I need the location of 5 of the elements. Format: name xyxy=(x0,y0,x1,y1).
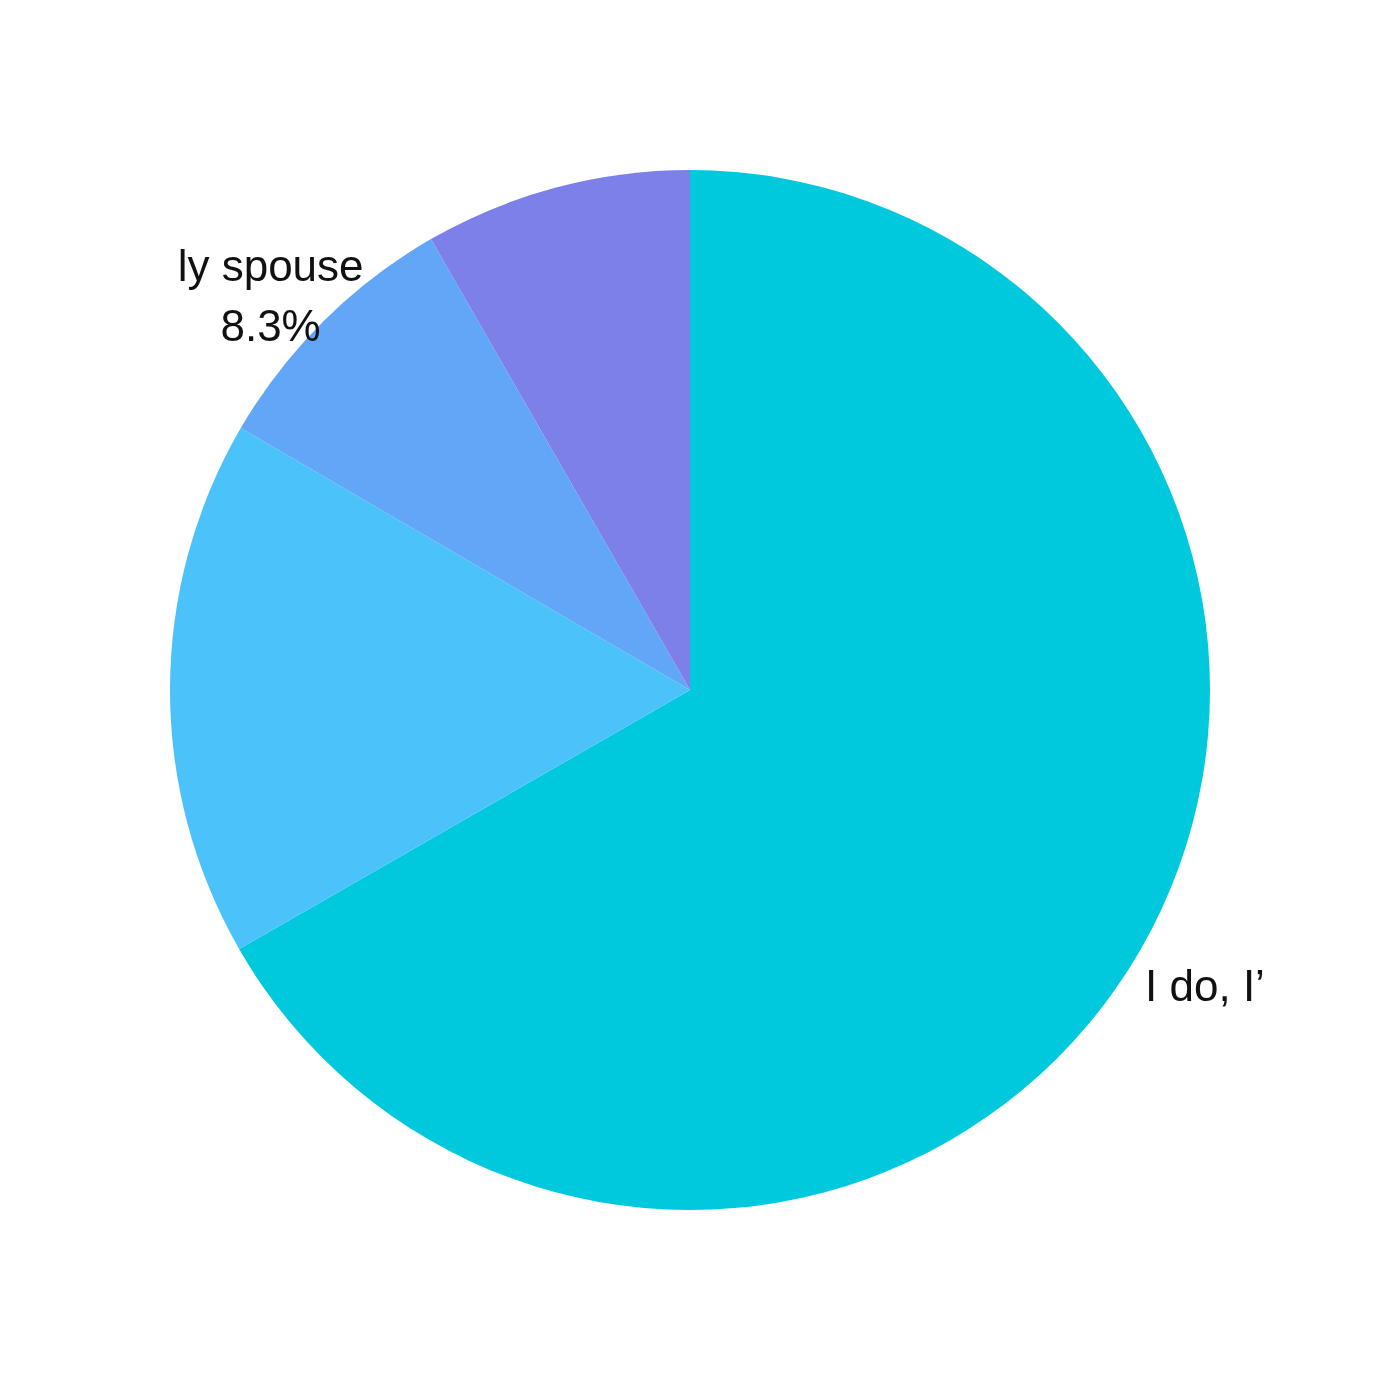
pie-slice xyxy=(170,428,690,950)
slice-label: ly spouse xyxy=(177,240,364,290)
data-label: 8.3% xyxy=(220,300,321,350)
pie-slice xyxy=(430,170,690,690)
slice-label: I do, I’ xyxy=(1145,961,1265,1011)
